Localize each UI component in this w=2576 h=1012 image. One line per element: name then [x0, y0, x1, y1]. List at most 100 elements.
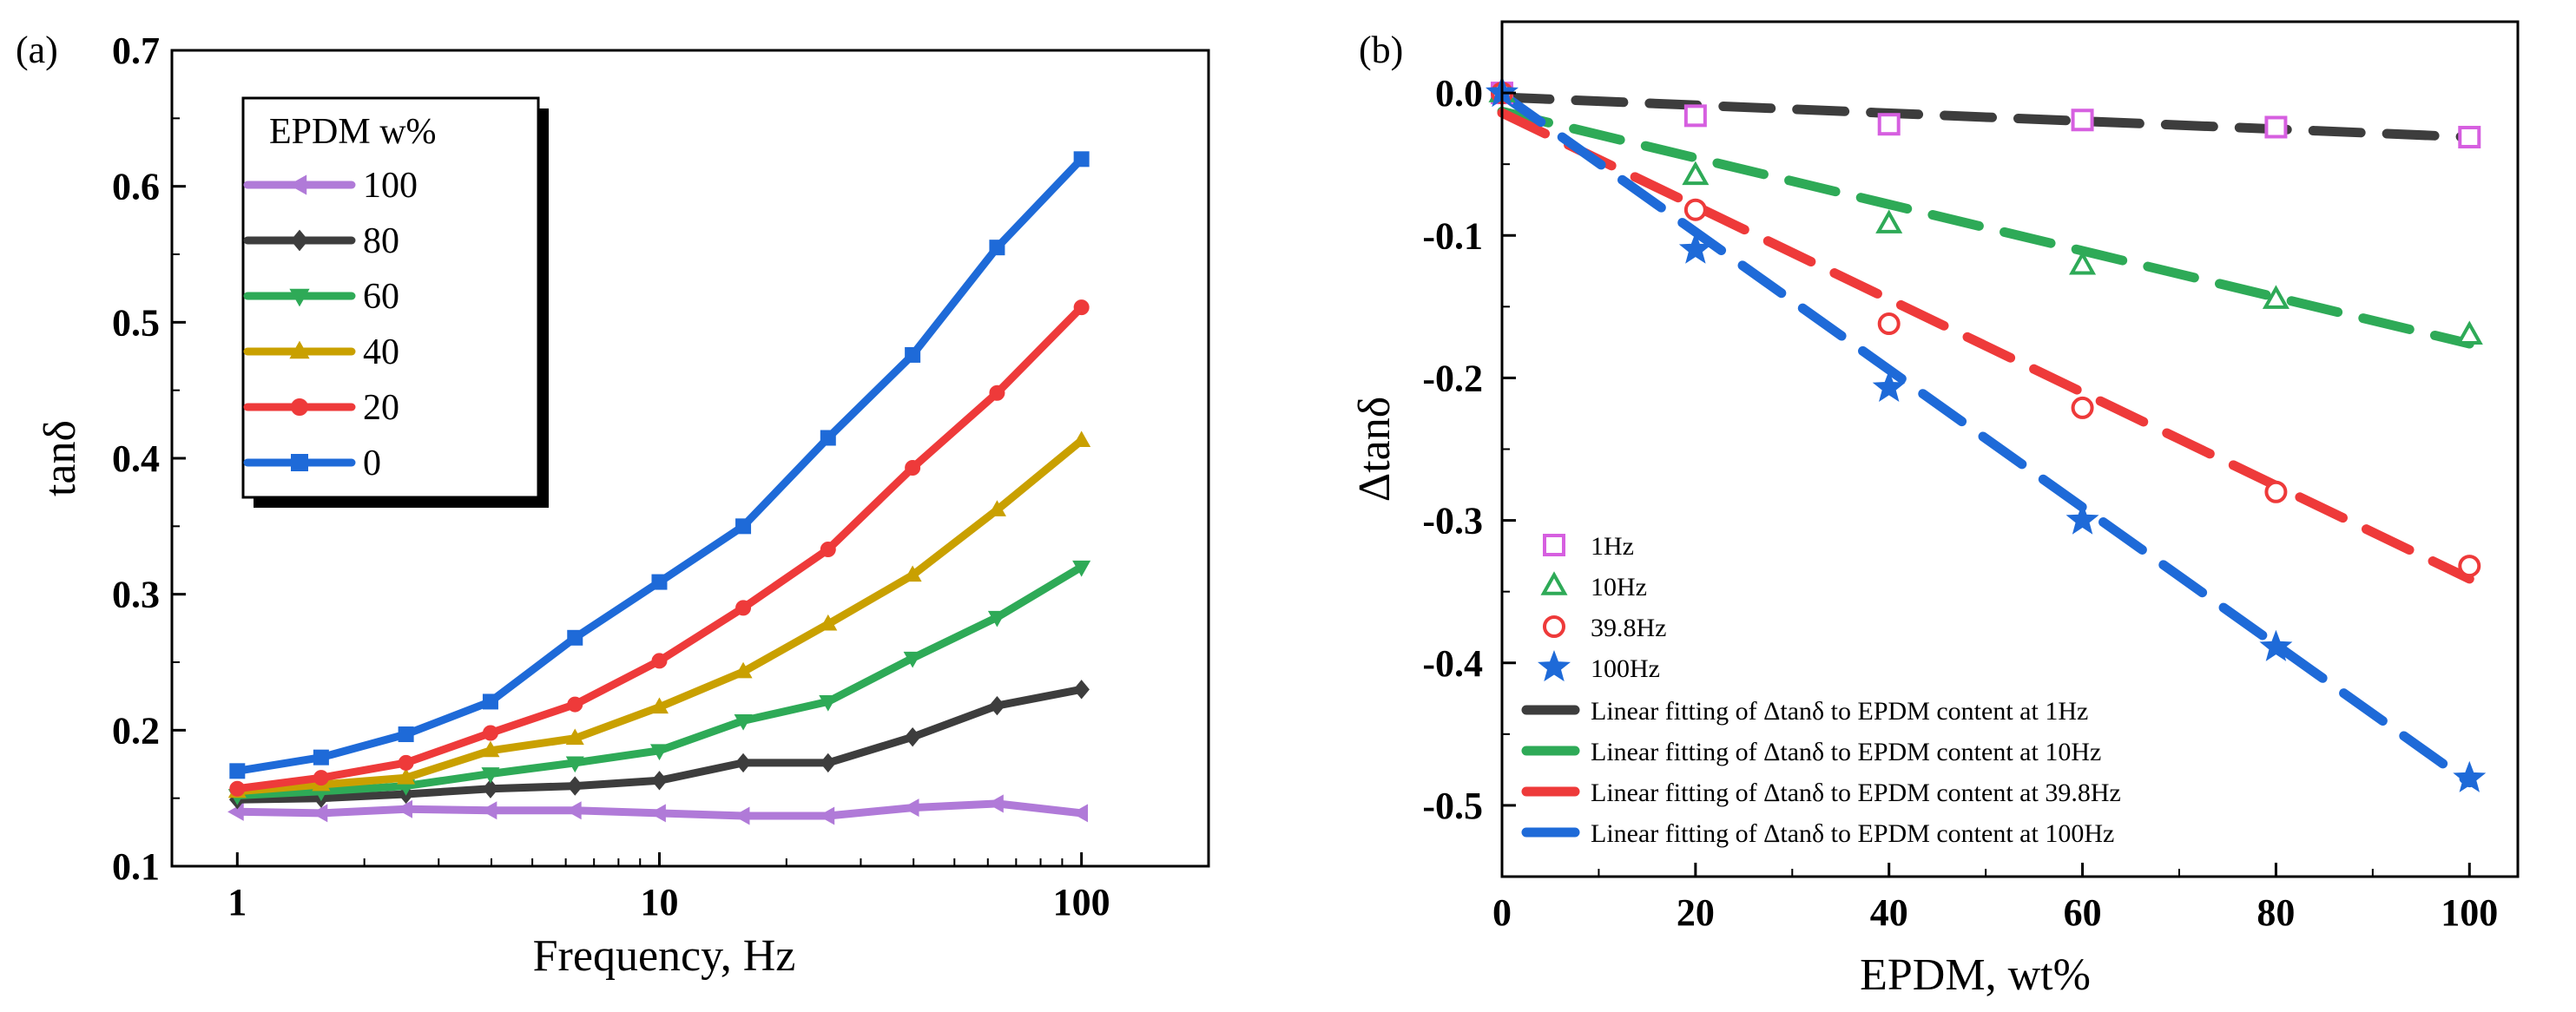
legend-label: Linear fitting of Δtanδ to EPDM content …: [1591, 779, 2121, 807]
data-point: [482, 693, 498, 710]
data-point: [1877, 113, 1901, 136]
data-point: [1872, 370, 1906, 403]
series-line-60: [233, 562, 1086, 799]
legend-title: EPDM w%: [269, 112, 437, 152]
y-tick-label: 0.6: [112, 166, 160, 208]
legend-marker: [291, 454, 308, 471]
data-point: [480, 801, 497, 820]
data-point: [482, 779, 499, 798]
data-point: [820, 430, 836, 446]
data-point: [904, 727, 921, 747]
panel-label-a: (a): [16, 29, 58, 71]
data-point: [1877, 312, 1901, 336]
legend-label: 60: [363, 277, 399, 317]
y-tick-label: 0.7: [112, 30, 160, 72]
data-point: [819, 695, 838, 712]
data-point: [2069, 251, 2097, 275]
data-point: [902, 798, 919, 818]
data-point: [311, 804, 328, 823]
legend-marker: [289, 288, 310, 307]
y-tick-label: -0.3: [1422, 500, 1483, 542]
legend-marker: [288, 174, 307, 195]
data-point: [987, 610, 1006, 628]
x-tick-label: 1: [227, 881, 247, 923]
legend-marker: [291, 398, 308, 416]
y-tick-label: 0.2: [112, 709, 160, 752]
x-axis-title: EPDM, wt%: [1860, 950, 2091, 1000]
data-point: [565, 756, 584, 773]
y-tick-label: -0.4: [1422, 642, 1483, 685]
data-point: [649, 804, 666, 823]
data-point: [651, 574, 668, 590]
data-point: [565, 728, 584, 746]
data-point: [649, 697, 669, 714]
data-point: [227, 802, 244, 821]
fit-line-0: [1497, 92, 2474, 142]
x-tick-label: 20: [1677, 891, 1715, 934]
data-point: [1073, 680, 1090, 700]
data-point: [989, 240, 1005, 256]
data-point: [398, 754, 414, 771]
fit-line-3: [1497, 89, 2474, 788]
y-tick-label: -0.2: [1422, 357, 1483, 399]
legend-marker: [1540, 571, 1568, 595]
x-tick-label: 60: [2064, 891, 2102, 934]
data-point: [820, 752, 837, 773]
legend-label: 100: [363, 166, 418, 206]
data-point: [818, 806, 835, 825]
data-point: [1073, 299, 1090, 316]
legend-marker: [1543, 534, 1565, 556]
data-point: [481, 740, 500, 758]
data-point: [2264, 480, 2288, 503]
data-point: [2065, 503, 2099, 535]
y-tick-label: 0.4: [112, 437, 160, 480]
data-point: [229, 763, 246, 779]
data-point: [1072, 560, 1091, 577]
x-tick-label: 100: [2441, 891, 2498, 934]
data-point: [229, 780, 246, 797]
data-point: [903, 565, 922, 582]
legend-label: Linear fitting of Δtanδ to EPDM content …: [1591, 738, 2101, 766]
data-point: [1683, 104, 1707, 128]
data-point: [735, 518, 752, 535]
data-point: [1073, 151, 1090, 168]
legend-label: Linear fitting of Δtanδ to EPDM content …: [1591, 697, 2088, 726]
panel-b: (b) 0.0 -0.1 -0.2 -0.3 -0.4 -0.5 0 20 40 60 80 100 EP…: [1350, 20, 2520, 1000]
data-point: [989, 695, 1005, 716]
data-point: [733, 806, 750, 825]
legend-label: 100Hz: [1591, 654, 1660, 683]
data-point: [567, 696, 583, 713]
data-point: [651, 771, 668, 791]
data-point: [905, 459, 921, 476]
data-point: [1071, 804, 1089, 823]
legend-label: 1Hz: [1591, 532, 1634, 561]
y-tick-label: -0.1: [1422, 214, 1483, 257]
data-point: [2458, 125, 2481, 148]
data-point: [313, 770, 329, 786]
y-tick-label: 0.5: [112, 301, 160, 344]
data-point: [313, 749, 329, 766]
fit-line-1: [1497, 106, 2474, 349]
data-point: [2458, 555, 2481, 578]
data-point: [735, 600, 752, 616]
data-point: [398, 726, 414, 743]
data-point: [649, 744, 669, 761]
y-tick-label: 0.3: [112, 574, 160, 616]
y-axis-title: tanδ: [36, 420, 85, 496]
legend-marker: [1543, 615, 1565, 638]
x-tick-label: 10: [640, 881, 678, 923]
data-point: [1682, 161, 1710, 186]
data-point: [735, 752, 752, 773]
data-point: [989, 384, 1005, 401]
data-point: [481, 767, 500, 784]
legend-label: 80: [363, 221, 399, 261]
legend-label: 40: [363, 332, 399, 372]
data-point: [1875, 209, 1903, 233]
data-point: [819, 614, 838, 631]
data-point: [482, 725, 498, 741]
y-tick-label: 0.1: [112, 845, 160, 888]
data-point: [820, 541, 836, 557]
x-tick-label: 0: [1492, 891, 1512, 934]
data-point: [565, 801, 582, 820]
